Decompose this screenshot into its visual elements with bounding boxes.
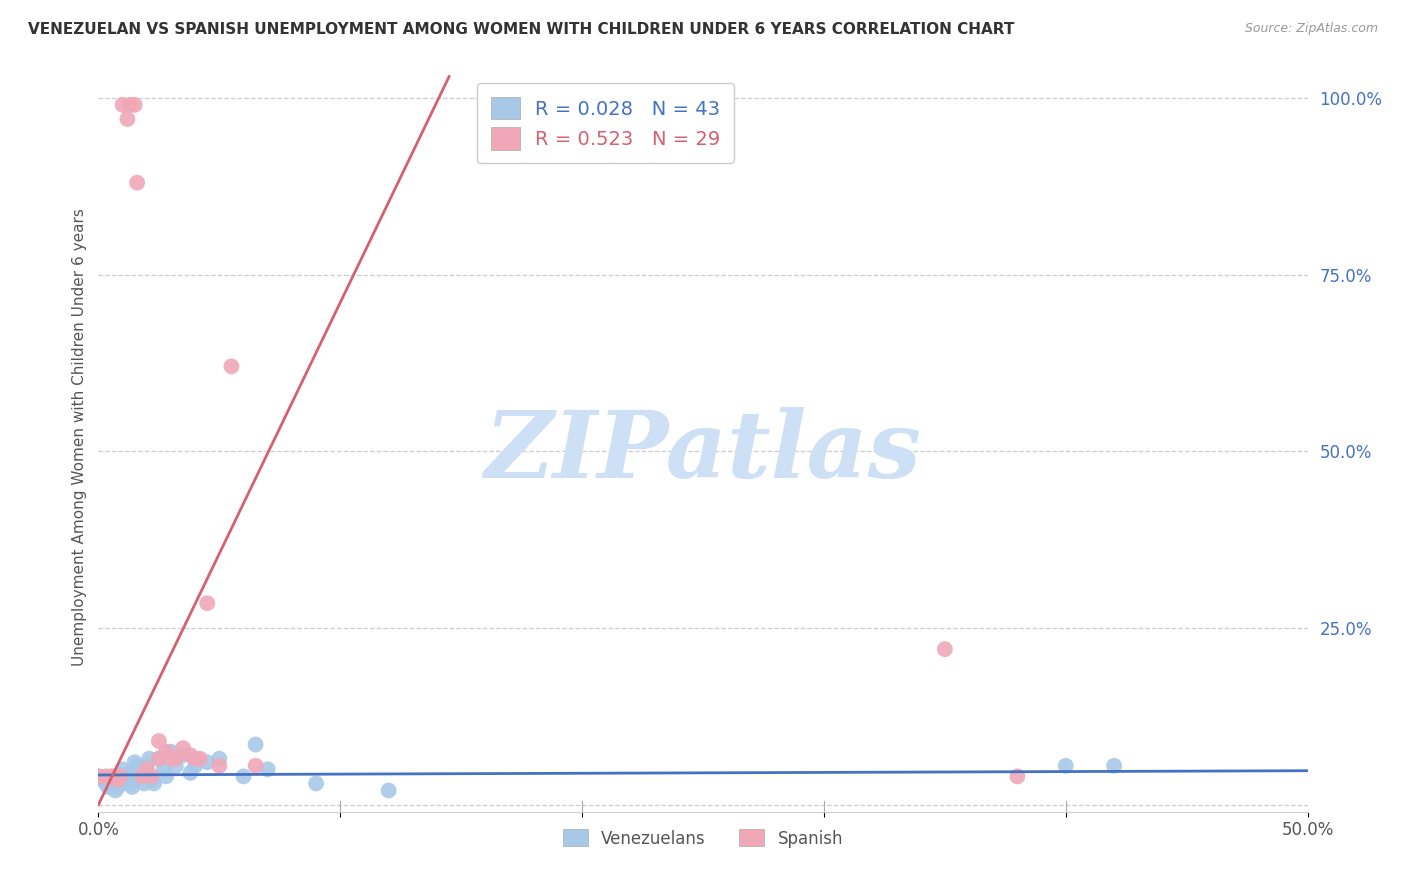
Point (172, 748, 194, 763)
Point (131, 765, 153, 780)
Point (128, 769, 150, 783)
Point (100, 776, 122, 790)
Point (305, 776, 328, 790)
Point (245, 758, 267, 772)
Point (148, 734, 170, 748)
Point (184, 752, 207, 766)
Point (135, 758, 157, 772)
Point (377, 783, 399, 797)
Point (107, 780, 129, 794)
Point (114, 769, 136, 783)
Point (208, 752, 231, 766)
Y-axis label: Unemployment Among Women with Children Under 6 years: Unemployment Among Women with Children U… (72, 208, 87, 666)
Point (127, 758, 149, 772)
Point (101, 769, 124, 783)
Text: VENEZUELAN VS SPANISH UNEMPLOYMENT AMONG WOMEN WITH CHILDREN UNDER 6 YEARS CORRE: VENEZUELAN VS SPANISH UNEMPLOYMENT AMONG… (28, 22, 1015, 37)
Point (94, 776, 117, 790)
Point (1007, 769, 1029, 783)
Point (195, 756, 218, 770)
Point (118, 98, 141, 112)
Text: Source: ZipAtlas.com: Source: ZipAtlas.com (1244, 22, 1378, 36)
Point (148, 752, 170, 766)
Legend: Venezuelans, Spanish: Venezuelans, Spanish (554, 821, 852, 855)
Point (117, 112, 139, 126)
Point (87, 769, 110, 783)
Point (232, 769, 254, 783)
Point (152, 762, 174, 776)
Point (104, 783, 127, 797)
Point (155, 769, 177, 783)
Point (141, 772, 163, 787)
Point (91, 772, 114, 787)
Point (87, 769, 110, 783)
Point (184, 758, 207, 772)
Point (148, 752, 170, 766)
Point (107, 772, 129, 787)
Point (179, 748, 201, 763)
Point (179, 765, 201, 780)
Point (256, 762, 278, 776)
Point (104, 769, 127, 783)
Point (118, 765, 141, 780)
Point (117, 772, 139, 787)
Point (245, 738, 267, 752)
Point (131, 769, 153, 783)
Point (141, 769, 163, 783)
Point (195, 596, 218, 610)
Point (165, 758, 187, 772)
Point (121, 780, 143, 794)
Point (111, 776, 134, 790)
Point (94, 769, 117, 783)
Point (934, 642, 956, 657)
Point (221, 359, 243, 374)
Point (124, 756, 146, 770)
Point (134, 776, 156, 790)
Text: ZIPatlas: ZIPatlas (485, 407, 921, 497)
Point (108, 769, 131, 783)
Point (1102, 758, 1125, 772)
Point (111, 98, 134, 112)
Point (108, 769, 131, 783)
Point (111, 762, 134, 776)
Point (208, 758, 231, 772)
Point (160, 745, 183, 759)
Point (160, 752, 183, 766)
Point (138, 752, 160, 766)
Point (143, 776, 166, 790)
Point (127, 176, 149, 190)
Point (135, 762, 157, 776)
Point (124, 98, 146, 112)
Point (97, 780, 120, 794)
Point (155, 745, 177, 759)
Point (1054, 758, 1077, 772)
Point (104, 772, 127, 787)
Point (165, 752, 187, 766)
Point (188, 752, 211, 766)
Point (100, 769, 122, 783)
Point (118, 776, 141, 790)
Point (172, 741, 194, 756)
